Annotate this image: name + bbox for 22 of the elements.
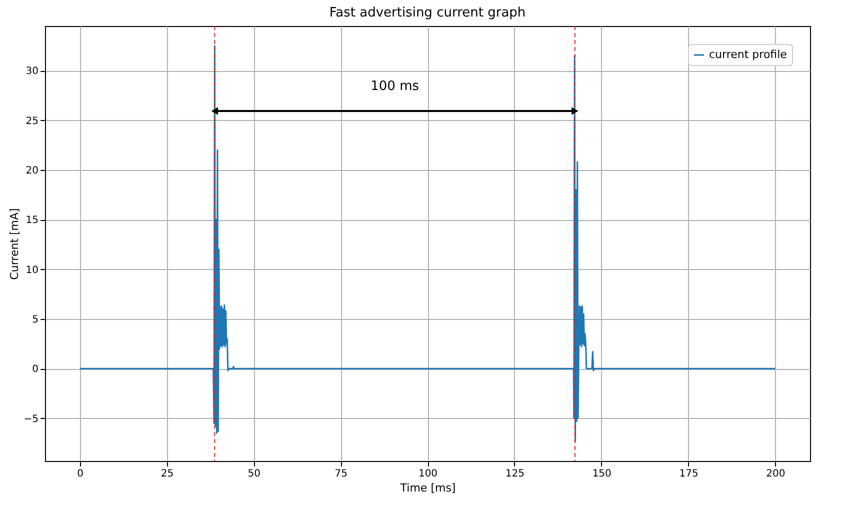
x-tick-label: 175 (679, 468, 698, 480)
y-axis-title: Current [mA] (8, 208, 21, 280)
x-axis-title: Time [ms] (399, 482, 456, 494)
x-tick-label: 200 (766, 468, 786, 480)
y-tick-label: 30 (26, 66, 38, 78)
y-tick-label: 0 (32, 364, 38, 376)
legend-label: current profile (709, 48, 788, 61)
x-tick-label: 50 (248, 468, 261, 480)
y-tick-label: −5 (24, 414, 38, 425)
y-tick-label: 5 (32, 314, 38, 326)
y-tick-label: 10 (26, 264, 38, 276)
chart-title: Fast advertising current graph (329, 6, 526, 20)
y-tick-label: 25 (26, 116, 38, 127)
y-tick-label: 20 (26, 166, 38, 177)
x-tick-label: 0 (77, 468, 84, 480)
x-tick-label: 150 (592, 468, 612, 480)
x-tick-label: 100 (418, 468, 438, 480)
x-tick-label: 25 (160, 468, 174, 480)
annotation: 100 ms (370, 79, 420, 94)
y-tick-label: 15 (26, 215, 38, 226)
x-tick-label: 125 (505, 468, 524, 480)
x-tick-label: 75 (334, 468, 348, 480)
